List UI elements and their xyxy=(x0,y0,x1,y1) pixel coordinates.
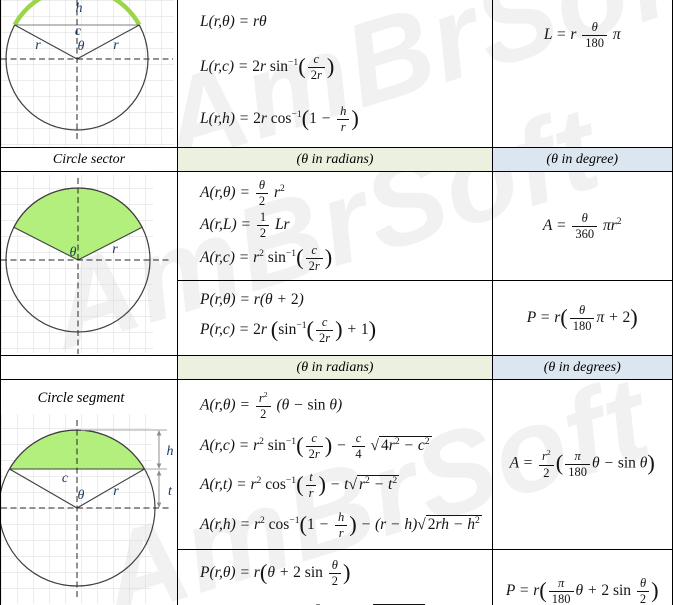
segment-degrees-header: (θ in degrees) xyxy=(493,356,673,380)
formula-sector-perimeter-chord: P(r,c) = 2r (sin−1(c 2r) + 1) xyxy=(200,314,377,345)
sector-title-cell: Circle sector xyxy=(1,148,178,172)
segment-radians-header: (θ in radians) xyxy=(178,356,493,380)
grid-background xyxy=(1,0,174,146)
circle-segment-diagram: Circle segment c θ r h t xyxy=(1,390,174,604)
formula-segment-area-degrees: A = r2 2(π 180 θ − sin θ) xyxy=(509,448,655,480)
circle-sector-diagram: θ r xyxy=(1,175,171,354)
label-t: t xyxy=(168,484,173,499)
segment-perimeter-degrees-cell: P = r(π 180 θ + 2 sin θ 2) xyxy=(493,550,673,605)
arc-diagram-cell: h c r θ r xyxy=(1,0,178,148)
sector-perimeter-radians-cell: P(r,θ) = r(θ + 2) P(r,c) = 2r (sin−1(c 2r… xyxy=(178,281,493,356)
sector-title: Circle sector xyxy=(52,151,126,167)
arrowhead xyxy=(156,430,162,436)
sector-area-degrees-cell: A = θ 360 πr2 xyxy=(493,172,673,281)
arc-degree-formula-cell: L = r θ 180 π xyxy=(493,0,673,148)
segment-diagram-cell: Circle segment c θ r h t xyxy=(1,380,178,605)
radius-line-left xyxy=(9,468,78,509)
radius-line-right xyxy=(76,468,145,509)
formula-arc-length-height: L(r,h) = 2r cos−1(1 − h r) xyxy=(200,104,359,134)
formula-segment-area-height: A(r,h) = r2 cos−1(1 − h r) − (r − h)√ 2rh … xyxy=(200,509,482,540)
formula-arc-length-theta: L(r,θ) = rθ xyxy=(200,13,267,30)
formula-segment-perimeter-theta: P(r,θ) = r(θ + 2 sin θ 2) xyxy=(200,558,351,588)
sector-diagram-cell: θ r xyxy=(1,172,178,356)
formula-arc-length-degrees: L = r θ 180 π xyxy=(543,20,621,50)
formula-segment-area-theta: A(r,θ) = r2 2 (θ − sin θ) xyxy=(200,390,343,422)
sector-radians-header-label: (θ in radians) xyxy=(296,151,374,167)
label-h: h xyxy=(76,1,83,16)
label-r: r xyxy=(113,484,119,499)
formula-sector-area-chord: A(r,c) = r2 sin−1(c 2r) xyxy=(200,243,333,274)
label-c: c xyxy=(62,471,69,486)
label-r-left: r xyxy=(35,38,41,53)
formula-segment-perimeter-chord: P(r,c) = 2r sin−1(c2r) + c √4r2 − c2 xyxy=(200,599,492,605)
sector-perimeter-degrees-cell: P = r(θ 180 π + 2) xyxy=(493,281,673,356)
arrowhead xyxy=(156,470,162,476)
segment-title: Circle segment xyxy=(38,390,126,406)
segment-degrees-header-label: (θ in degrees) xyxy=(543,359,621,375)
label-theta: θ xyxy=(78,39,85,54)
sector-degrees-header: (θ in degree) xyxy=(493,148,673,172)
green-arc xyxy=(12,0,142,27)
label-theta: θ xyxy=(78,488,85,503)
formula-arc-length-chord: L(r,c) = 2r sin−1(c 2r) xyxy=(200,52,335,83)
sector-radians-header: (θ in radians) xyxy=(178,148,493,172)
segment-radians-header-label: (θ in radians) xyxy=(296,359,374,375)
label-r: r xyxy=(112,242,118,257)
segment-perimeter-radians-cell: P(r,θ) = r(θ + 2 sin θ2) P(r,c) = 2r sin… xyxy=(178,550,493,605)
arc-radian-formulas-cell: L(r,θ) = rθ L(r,c) = 2r sin−1(c 2r) L(r,h… xyxy=(178,0,493,148)
radius-line-left xyxy=(14,24,78,60)
formula-sector-area-degrees: A = θ 360 πr2 xyxy=(542,210,622,241)
radius-line-right xyxy=(76,24,140,60)
arrowhead xyxy=(156,463,162,469)
label-h: h xyxy=(167,444,174,459)
segment-area-radians-cell: A(r,θ) = r2 2 (θ − sin θ) A(r,c) = r2 sin… xyxy=(178,380,493,550)
formula-sector-perimeter-theta: P(r,θ) = r(θ + 2) xyxy=(200,291,304,309)
label-theta: θ xyxy=(70,245,77,260)
formula-sector-perimeter-degrees: P = r(θ 180 π + 2) xyxy=(526,302,638,333)
sector-degrees-header-label: (θ in degree) xyxy=(546,151,619,167)
formula-segment-perimeter-degrees: P = r(π 180 θ + 2 sin θ 2) xyxy=(505,576,659,605)
segment-area-degrees-cell: A = r2 2(π 180 θ − sin θ) xyxy=(493,380,673,550)
circle-arc-diagram: h c r θ r xyxy=(1,0,174,146)
formula-segment-area-t: A(r,t) = r2 cos−1(t r) − t√ r2 − t2 xyxy=(200,470,400,501)
arrowhead xyxy=(156,502,162,508)
segment-header-empty-cell xyxy=(1,356,178,380)
label-r-right: r xyxy=(113,38,119,53)
label-c: c xyxy=(75,24,82,39)
